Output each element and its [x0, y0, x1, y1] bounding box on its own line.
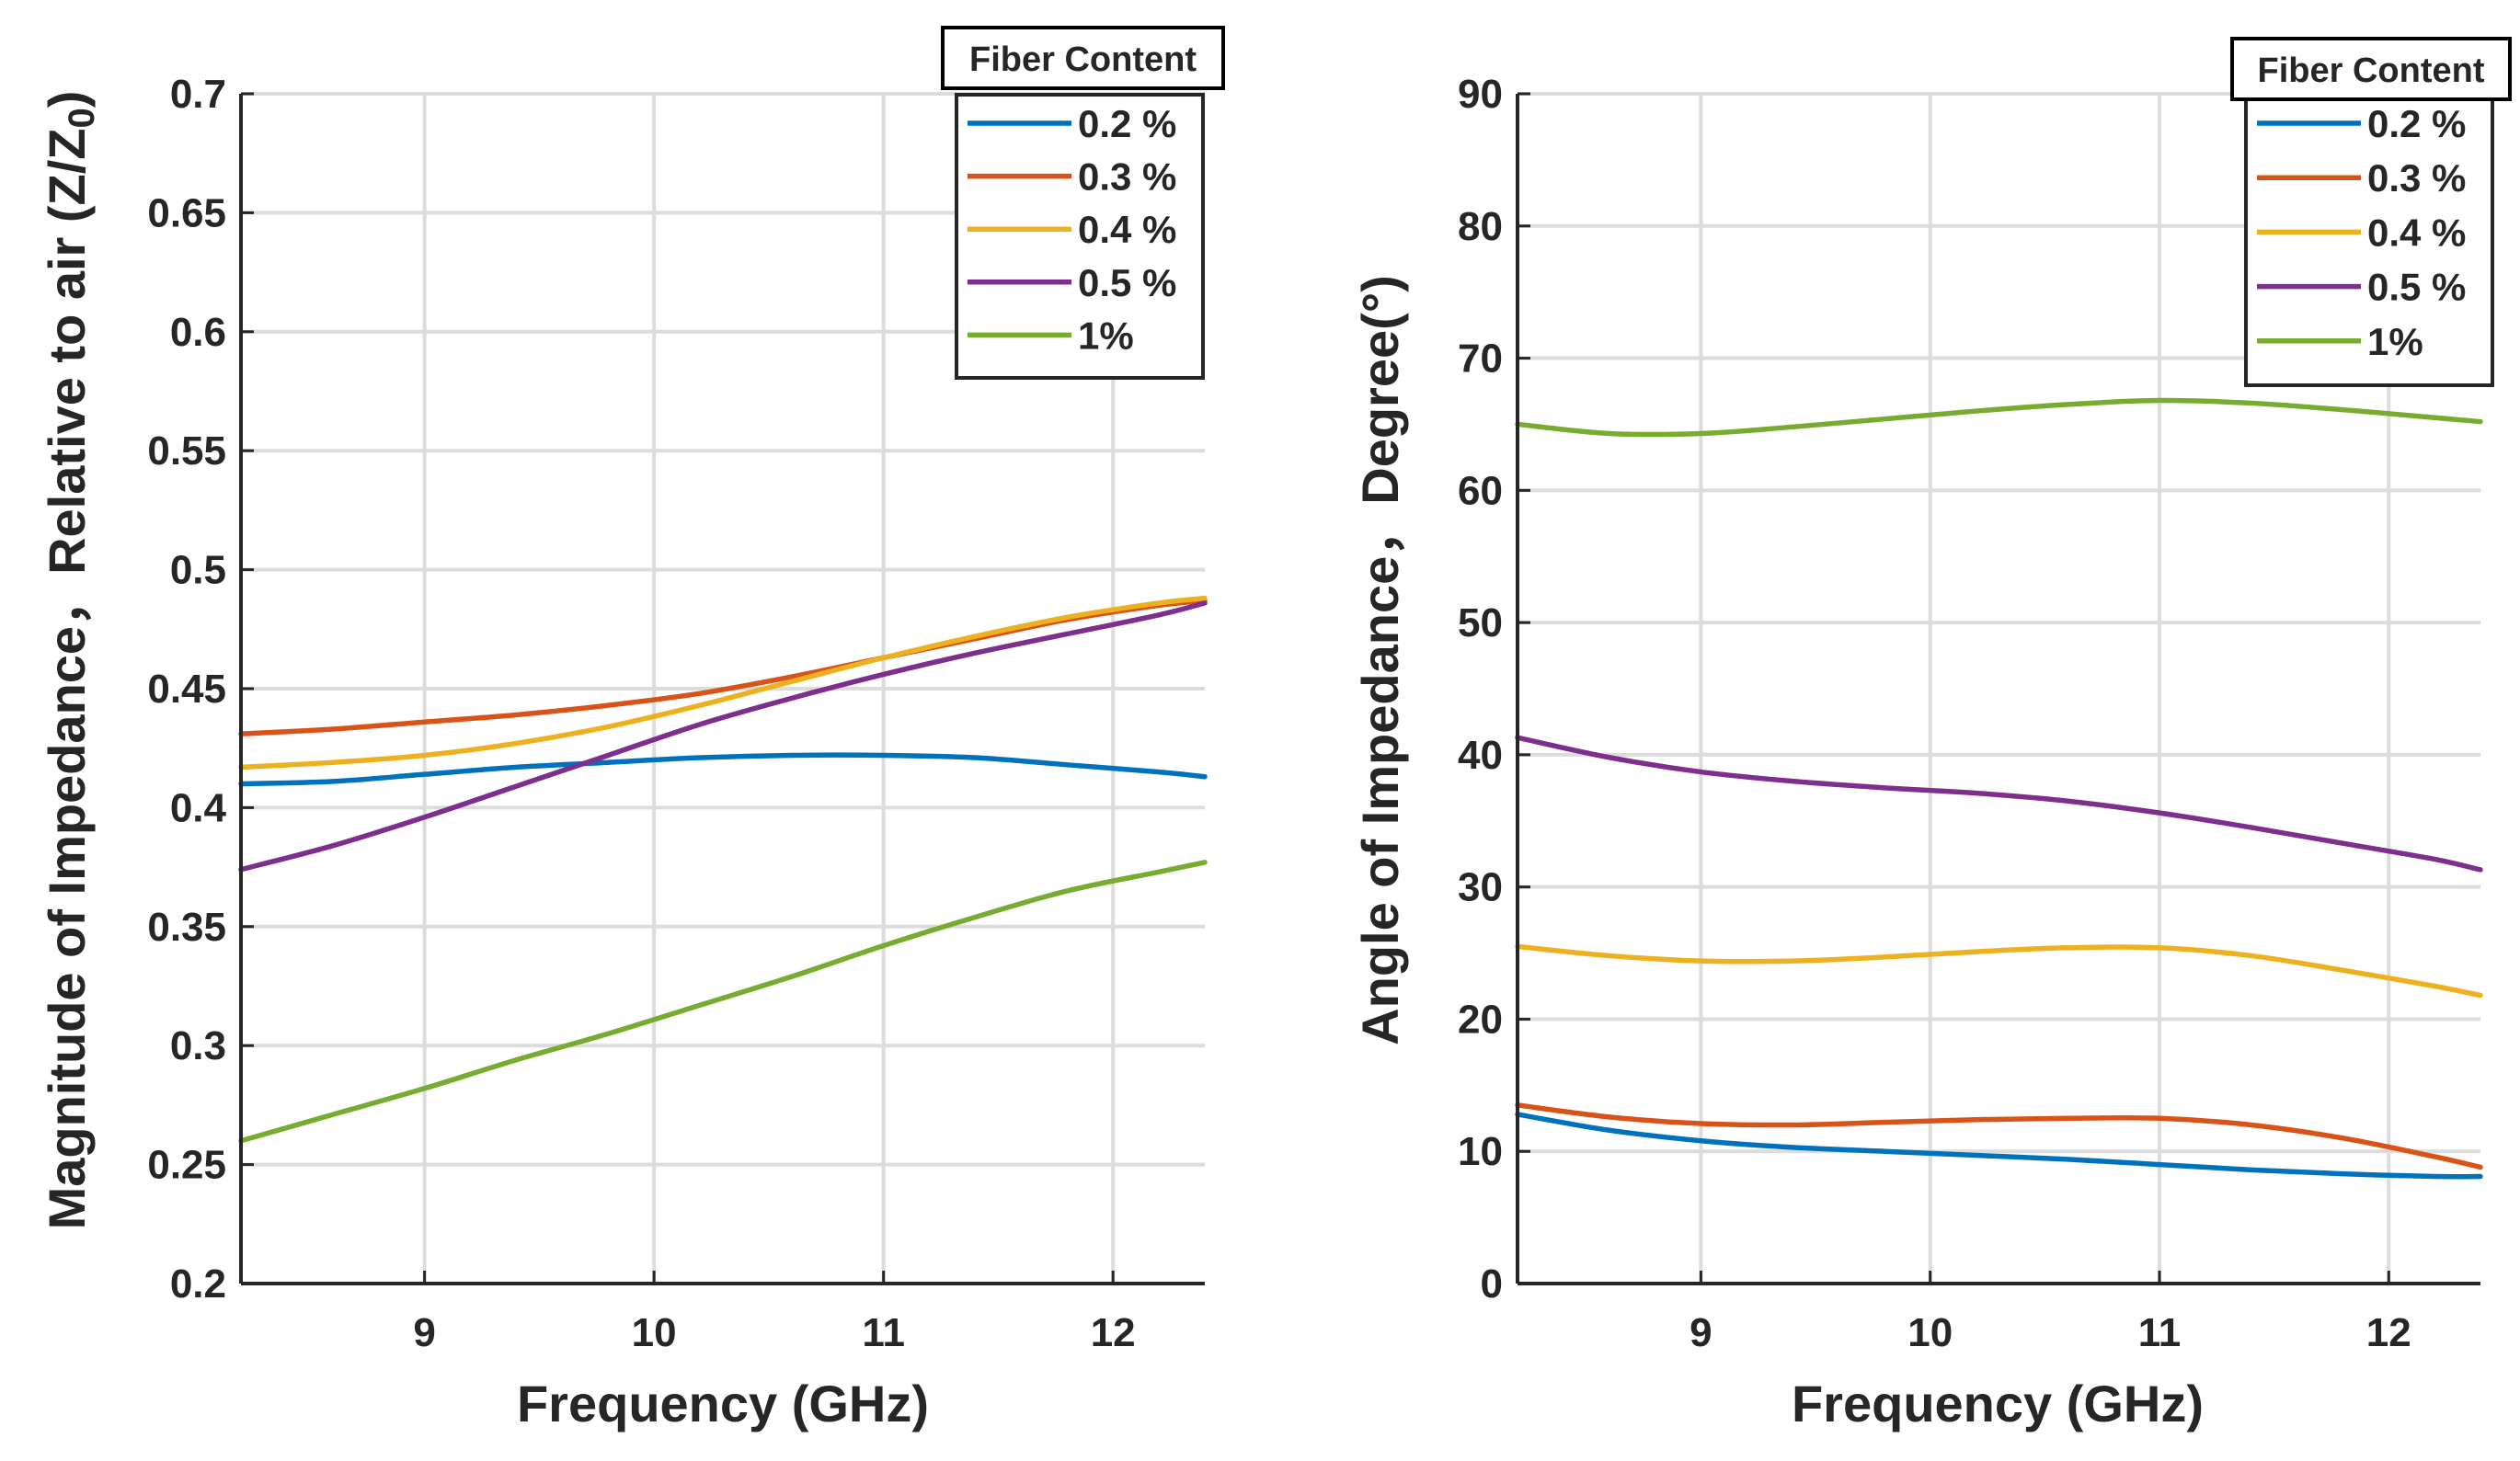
magnitude-y-axis-title: Magnitude of Impedance，Relative to air (…: [38, 91, 102, 1230]
angle-x-tick-label: 10: [1907, 1310, 1953, 1355]
magnitude-chart: 9 10 11 12 0.2 0.25 0.3 0.35 0.4 0.45 0.5 0.55 0.6 0.…: [38, 26, 1225, 1432]
angle-legend-label: 0.3 %: [2367, 156, 2466, 200]
magnitude-y-tick-label: 0.6: [170, 310, 226, 355]
magnitude-legend-title: Fiber Content: [969, 40, 1197, 79]
angle-y-axis-title: Angle of Impedance，Degree(°): [1351, 275, 1409, 1045]
angle-chart: 9 10 11 12 0 10 20 30 40 50 60 70 80 90 Frequency (GH…: [1351, 37, 2512, 1432]
angle-legend-label: 1%: [2367, 320, 2423, 363]
angle-legend-label: 0.4 %: [2367, 211, 2466, 254]
magnitude-y-tick-label: 0.65: [147, 190, 226, 235]
magnitude-x-tick-label: 9: [413, 1310, 435, 1355]
magnitude-series-line-0_2: [238, 752, 1208, 787]
magnitude-y-tick-label: 0.3: [170, 1023, 226, 1068]
angle-legend-label: 0.5 %: [2367, 266, 2466, 309]
angle-legend-box: [2244, 93, 2494, 387]
magnitude-lines: [238, 595, 1208, 1144]
angle-y-tick-label: 60: [1458, 468, 1503, 513]
angle-series-line-1: [1515, 397, 2483, 438]
angle-y-tick-label: 90: [1458, 72, 1503, 117]
angle-y-tick-label: 0: [1481, 1261, 1503, 1307]
angle-lines: [1515, 397, 2483, 1180]
angle-y-tick-label: 80: [1458, 204, 1503, 249]
angle-x-tick-label: 9: [1690, 1310, 1712, 1355]
magnitude-legend-label: 0.5 %: [1078, 261, 1176, 304]
magnitude-y-tick-label: 0.55: [147, 428, 226, 474]
magnitude-x-tick-label: 12: [1091, 1310, 1136, 1355]
magnitude-series-line-0_4: [238, 595, 1208, 770]
magnitude-y-tick-label: 0.45: [147, 667, 226, 712]
magnitude-x-tick-label: 10: [632, 1310, 677, 1355]
magnitude-legend-label: 0.4 %: [1078, 208, 1176, 251]
angle-legend: Fiber Content 0.2 % 0.3 % 0.4 % 0.5 % 1%: [2230, 37, 2512, 387]
angle-legend-title-box: [2230, 37, 2512, 101]
magnitude-x-tick-label: 11: [862, 1310, 905, 1355]
angle-series-line-0_4: [1515, 943, 2483, 999]
magnitude-legend-title-box: [941, 26, 1225, 90]
angle-y-tick-label: 70: [1458, 337, 1503, 382]
magnitude-legend: Fiber Content 0.2 % 0.3 % 0.4 % 0.5 % 1%: [941, 26, 1225, 380]
magnitude-y-tick-label: 0.7: [170, 72, 226, 117]
angle-y-tick-label: 40: [1458, 733, 1503, 778]
angle-x-tick-label: 12: [2366, 1310, 2411, 1355]
angle-series-line-0_3: [1515, 1102, 2483, 1170]
angle-x-axis-title: Frequency (GHz): [1792, 1375, 2204, 1432]
magnitude-y-tick-label: 0.4: [170, 785, 227, 830]
magnitude-x-axis-title: Frequency (GHz): [517, 1375, 929, 1432]
magnitude-y-tick-label: 0.5: [170, 548, 226, 593]
magnitude-legend-label: 0.2 %: [1078, 102, 1176, 145]
angle-x-tick-label: 11: [2138, 1310, 2182, 1355]
angle-series-line-0_5: [1515, 735, 2483, 873]
magnitude-y-tick-label: 0.2: [170, 1261, 226, 1307]
magnitude-y-axis-title-subscript: 0: [62, 108, 102, 128]
magnitude-series-line-1: [238, 860, 1208, 1144]
magnitude-legend-label: 0.3 %: [1078, 155, 1176, 199]
magnitude-legend-label: 1%: [1078, 314, 1134, 357]
angle-y-tick-label: 20: [1458, 997, 1503, 1042]
magnitude-series-line-0_5: [238, 600, 1208, 873]
angle-ticks: 9 10 11 12 0 10 20 30 40 50 60 70 80 90: [1458, 72, 2480, 1355]
angle-y-tick-label: 30: [1458, 865, 1503, 910]
magnitude-ticks: 9 10 11 12 0.2 0.25 0.3 0.35 0.4 0.45 0.5 0.55 0.6 0.…: [147, 72, 1205, 1355]
magnitude-y-axis-title-close: ): [38, 91, 96, 108]
magnitude-legend-box: [955, 93, 1205, 380]
angle-legend-label: 0.2 %: [2367, 102, 2466, 145]
angle-legend-title: Fiber Content: [2258, 51, 2485, 90]
angle-series-line-0_2: [1515, 1112, 2483, 1180]
angle-y-tick-label: 10: [1458, 1129, 1503, 1174]
magnitude-y-axis-title-main: Magnitude of Impedance，Relative to air (…: [38, 128, 96, 1229]
angle-y-tick-label: 50: [1458, 600, 1503, 645]
magnitude-y-tick-label: 0.35: [147, 905, 226, 950]
magnitude-y-tick-label: 0.25: [147, 1143, 226, 1188]
